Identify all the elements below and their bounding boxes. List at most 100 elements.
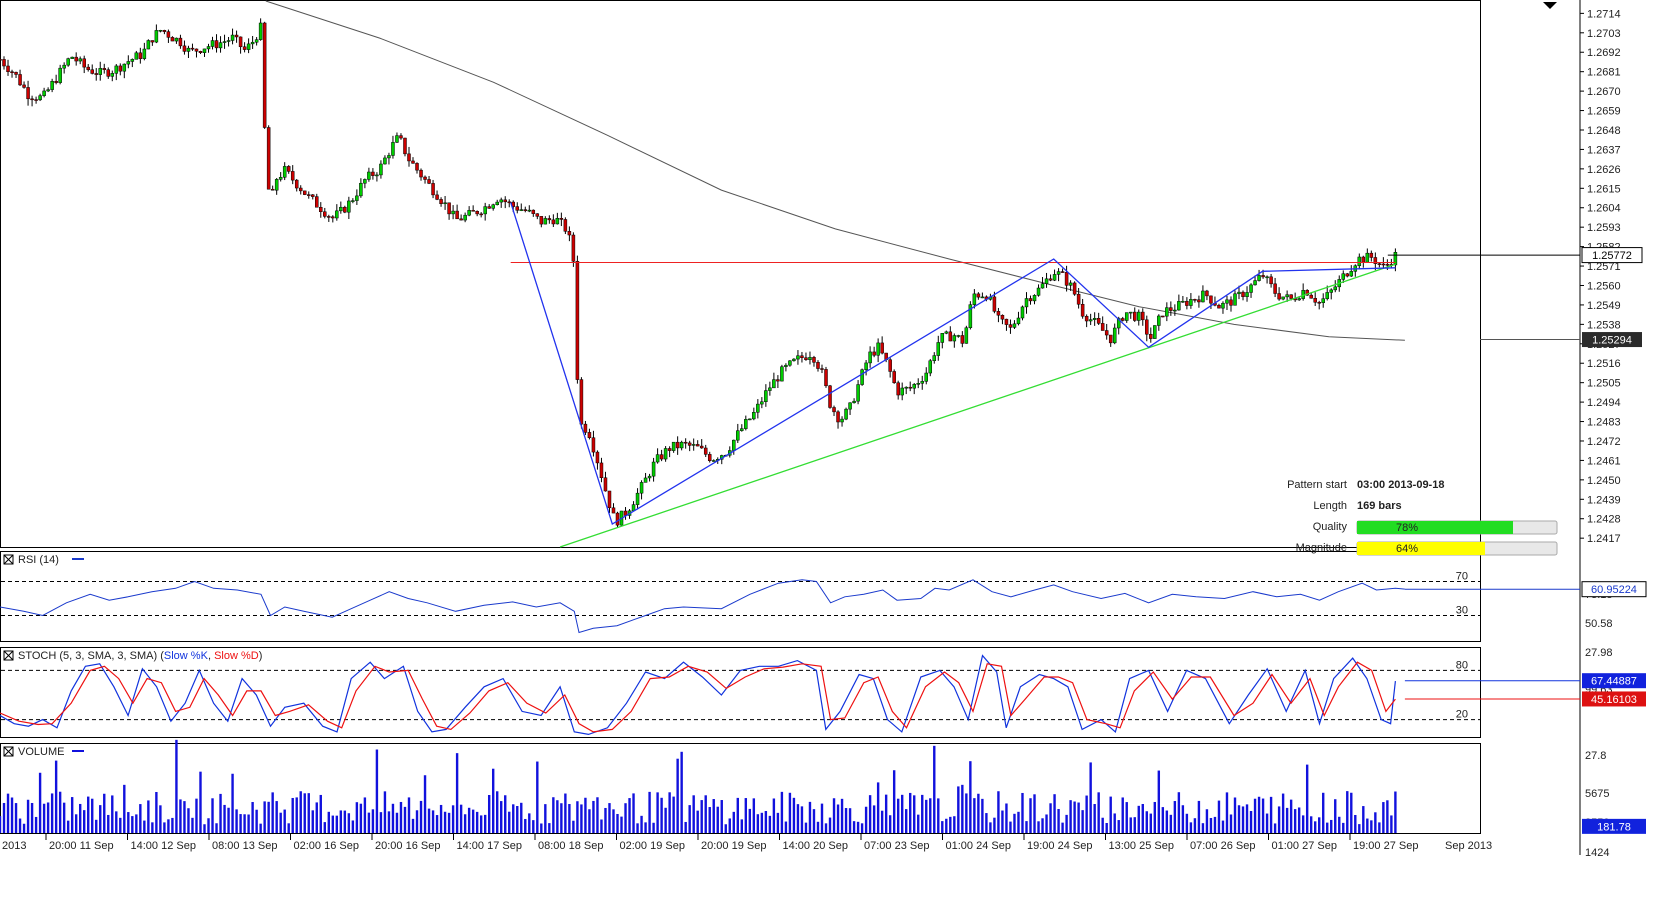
- volume-bar: [704, 795, 707, 833]
- volume-bar: [375, 749, 379, 833]
- volume-bar: [496, 791, 499, 833]
- volume-bar: [824, 823, 828, 833]
- volume-bar: [243, 814, 246, 833]
- candle-body: [587, 432, 592, 438]
- volume-bar: [909, 792, 912, 833]
- volume-bar: [616, 813, 619, 833]
- candle-body: [391, 142, 395, 156]
- candle-body: [760, 401, 764, 405]
- candle-body: [820, 368, 824, 370]
- candle-body: [800, 355, 804, 358]
- candle-body: [527, 209, 532, 212]
- candle-body: [1024, 298, 1029, 308]
- pattern-info: Pattern start 03:00 2013-09-18 Length 16…: [1287, 479, 1558, 556]
- volume-bar: [864, 806, 868, 833]
- candle-body: [599, 462, 604, 478]
- volume-bar: [131, 816, 134, 833]
- candle-body: [1277, 293, 1281, 300]
- candle-body: [355, 195, 359, 201]
- candle-body: [226, 40, 231, 42]
- candle-body: [499, 199, 503, 203]
- ma-price-value: 1.25294: [1592, 335, 1632, 347]
- volume-bar: [199, 771, 202, 833]
- volume-bar: [70, 797, 74, 833]
- candle-body: [647, 475, 652, 479]
- volume-bar: [888, 815, 892, 833]
- volume-bar: [993, 817, 996, 833]
- volume-bar: [279, 812, 282, 833]
- volume-bar: [628, 798, 631, 833]
- ma-line: [265, 0, 1405, 341]
- candle-body: [1092, 318, 1097, 320]
- candle-body: [1201, 290, 1205, 303]
- volume-bar: [756, 814, 760, 833]
- volume-bar: [953, 816, 956, 833]
- candle-body: [270, 188, 275, 191]
- candle-body: [218, 42, 223, 49]
- candle-body: [443, 202, 447, 205]
- volume-bar: [26, 799, 30, 833]
- time-tick: 02:00 19 Sep: [620, 840, 685, 852]
- volume-bar: [1137, 805, 1140, 833]
- stoch-d-tag: 45.16103: [1582, 691, 1646, 707]
- candle-body: [158, 29, 163, 32]
- volume-bar: [419, 800, 423, 833]
- volume-bar: [836, 804, 840, 833]
- time-tick: 01:00 24 Sep: [946, 840, 1011, 852]
- candle-body: [238, 36, 243, 48]
- candle-body: [643, 477, 648, 483]
- rsi-line: [0, 579, 1405, 634]
- volume-bar: [1153, 801, 1157, 833]
- volume-bar: [1213, 816, 1217, 833]
- price-tick: 1.2615: [1587, 183, 1621, 195]
- candle-body: [194, 48, 199, 52]
- volume-bar: [512, 804, 515, 833]
- volume-bar: [2, 802, 6, 833]
- volume-bar: [688, 805, 691, 833]
- candle-body: [1229, 299, 1233, 306]
- price-tick: 1.2461: [1587, 455, 1621, 467]
- candle-body: [146, 40, 151, 50]
- scroll-marker-icon[interactable]: [1543, 2, 1557, 9]
- volume-bar: [600, 819, 603, 833]
- volume-bar: [1205, 809, 1209, 833]
- volume-bar: [812, 809, 816, 833]
- rsi-tick-low: 27.98: [1585, 647, 1613, 659]
- volume-bar: [1069, 800, 1072, 833]
- volume-bar: [167, 819, 170, 833]
- price-tick: 1.2692: [1587, 47, 1621, 59]
- candle-body: [495, 201, 499, 206]
- time-tick: 01:00 27 Sep: [1272, 840, 1337, 852]
- volume-bar: [1362, 806, 1365, 833]
- candle-body: [307, 194, 311, 196]
- volume-bar: [363, 797, 367, 833]
- volume-bar: [50, 793, 54, 833]
- rsi-title: RSI (14): [18, 554, 59, 566]
- candle-body: [46, 89, 50, 92]
- volume-bar: [203, 824, 206, 833]
- candle-body: [246, 43, 251, 50]
- rsi-header: RSI (14): [3, 554, 84, 566]
- candle-body: [1108, 334, 1113, 344]
- magnitude-value: 64%: [1396, 543, 1418, 555]
- candle-body: [1265, 276, 1269, 279]
- candle-body: [415, 163, 419, 171]
- price-tick: 1.2417: [1587, 533, 1621, 545]
- candle-body: [66, 58, 70, 66]
- candle-body: [1289, 294, 1293, 299]
- candle-body: [1040, 283, 1045, 289]
- candle-body: [407, 153, 411, 162]
- volume-bar: [536, 761, 539, 833]
- volume-bar: [644, 822, 647, 833]
- volume-bar: [668, 792, 671, 833]
- volume-bar: [508, 811, 511, 833]
- volume-bar: [307, 793, 310, 833]
- volume-bar: [965, 793, 968, 833]
- candle-body: [1369, 252, 1374, 258]
- candle-body: [683, 441, 688, 444]
- volume-bar: [969, 761, 972, 833]
- volume-bar: [925, 799, 928, 833]
- candle-body: [1189, 299, 1193, 306]
- volume-bar: [58, 791, 62, 833]
